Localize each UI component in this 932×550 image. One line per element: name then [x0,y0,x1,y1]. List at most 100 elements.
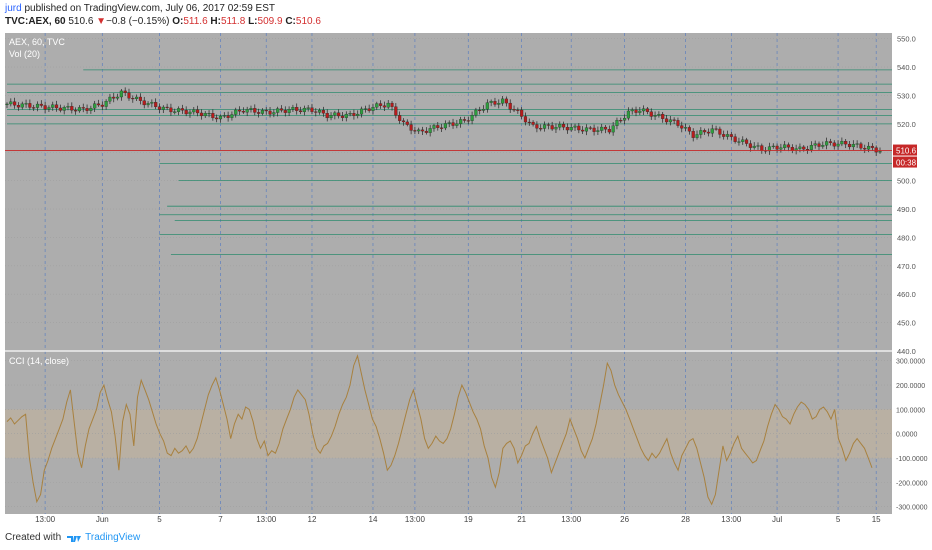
candle-body [440,127,444,129]
time-tick-label: 5 [836,515,841,524]
author-link[interactable]: jurd [5,3,22,14]
candle-body [5,103,9,105]
candle-body [565,126,569,131]
candle-body [302,107,306,113]
candle-body [81,107,85,109]
time-tick-label: 13:00 [35,515,56,524]
candle-body [531,121,535,125]
candle-body [104,101,108,107]
candle-body [516,109,520,111]
candle-body [352,113,356,116]
candle-body [562,124,566,128]
candle-body [687,127,691,132]
price-pane[interactable] [5,33,892,351]
time-tick-label: 28 [681,515,690,524]
candle-body [169,107,173,113]
candle-body [306,107,310,109]
candle-body [508,102,512,110]
candle-body [9,101,13,105]
tradingview-brand[interactable]: TradingView [85,532,141,543]
candle-body [177,108,181,112]
candle-body [619,120,623,122]
candle-body [703,130,707,133]
candle-body [398,115,402,121]
price-tick-label: 450.0 [897,319,916,328]
price-axis[interactable] [892,33,932,514]
candle-body [310,107,314,112]
time-tick-label: 12 [308,515,317,524]
candle-body [35,103,40,108]
candle-body [558,124,562,128]
candle-body [96,103,101,106]
candle-body [108,96,112,102]
candle-body [215,117,219,120]
candle-body [497,103,501,105]
candle-body [260,110,264,114]
candle-body [321,109,325,114]
candle-body [867,145,871,150]
change-arrow-icon: ▼ [96,16,107,27]
price-pane-label: AEX, 60, TVC [9,37,65,47]
candle-body [493,101,497,105]
candle-body [851,143,855,148]
price-tick-label: 500.0 [897,177,916,186]
candle-body [184,110,188,115]
countdown-tag-text: 00:38 [896,159,917,168]
price-tick-label: 520.0 [897,120,916,129]
candle-body [123,90,127,93]
candle-body [844,141,848,145]
candle-body [226,115,230,118]
candle-body [382,105,386,108]
candle-body [196,109,200,114]
horizontal-level-lines [7,69,892,255]
time-tick-label: 14 [369,515,378,524]
publish-info: jurd published on TradingView.com, July … [5,3,275,14]
candle-body [173,111,177,113]
candle-body [211,113,215,119]
candle-body [699,130,703,135]
close-value: 510.6 [295,16,321,27]
candle-body [523,116,528,123]
time-tick-label: 13:00 [405,515,426,524]
candle-body [146,103,150,106]
candle-body [786,144,791,148]
time-tick-label: Jun [96,515,109,524]
candle-body [28,103,32,108]
candle-body [539,128,543,130]
candle-body [298,110,303,113]
candle-body [138,96,142,101]
candle-body [588,127,592,129]
candle-body [672,119,676,121]
candle-body [413,130,417,132]
candle-body [550,125,554,130]
candle-body [314,111,318,113]
time-tick-label: 5 [157,515,162,524]
candle-body [237,109,242,112]
candle-body [474,109,478,116]
candle-body [287,109,291,113]
candle-body [394,106,398,116]
candle-body [409,124,413,131]
candle-body [855,143,859,145]
candle-body [664,118,669,123]
cci-gridlines [5,360,892,508]
candle-body [520,109,524,117]
candle-body [504,98,508,104]
candle-body [806,149,810,151]
candle-body [74,110,78,112]
time-tick-label: Jul [772,515,782,524]
time-axis[interactable] [0,514,932,530]
candle-body [863,148,867,150]
candle-body [874,147,878,153]
cci-pane[interactable] [5,351,892,514]
candle-body [283,110,287,113]
candle-body [279,108,284,111]
candle-body [462,119,467,121]
chart-canvas[interactable]: 550.0540.0530.0520.0510.0500.0490.0480.0… [0,0,932,530]
candle-body [596,130,600,132]
candle-body [127,92,131,99]
candle-body [626,110,630,119]
candle-body [745,139,749,144]
time-tick-label: 26 [620,515,629,524]
candle-body [318,109,322,113]
